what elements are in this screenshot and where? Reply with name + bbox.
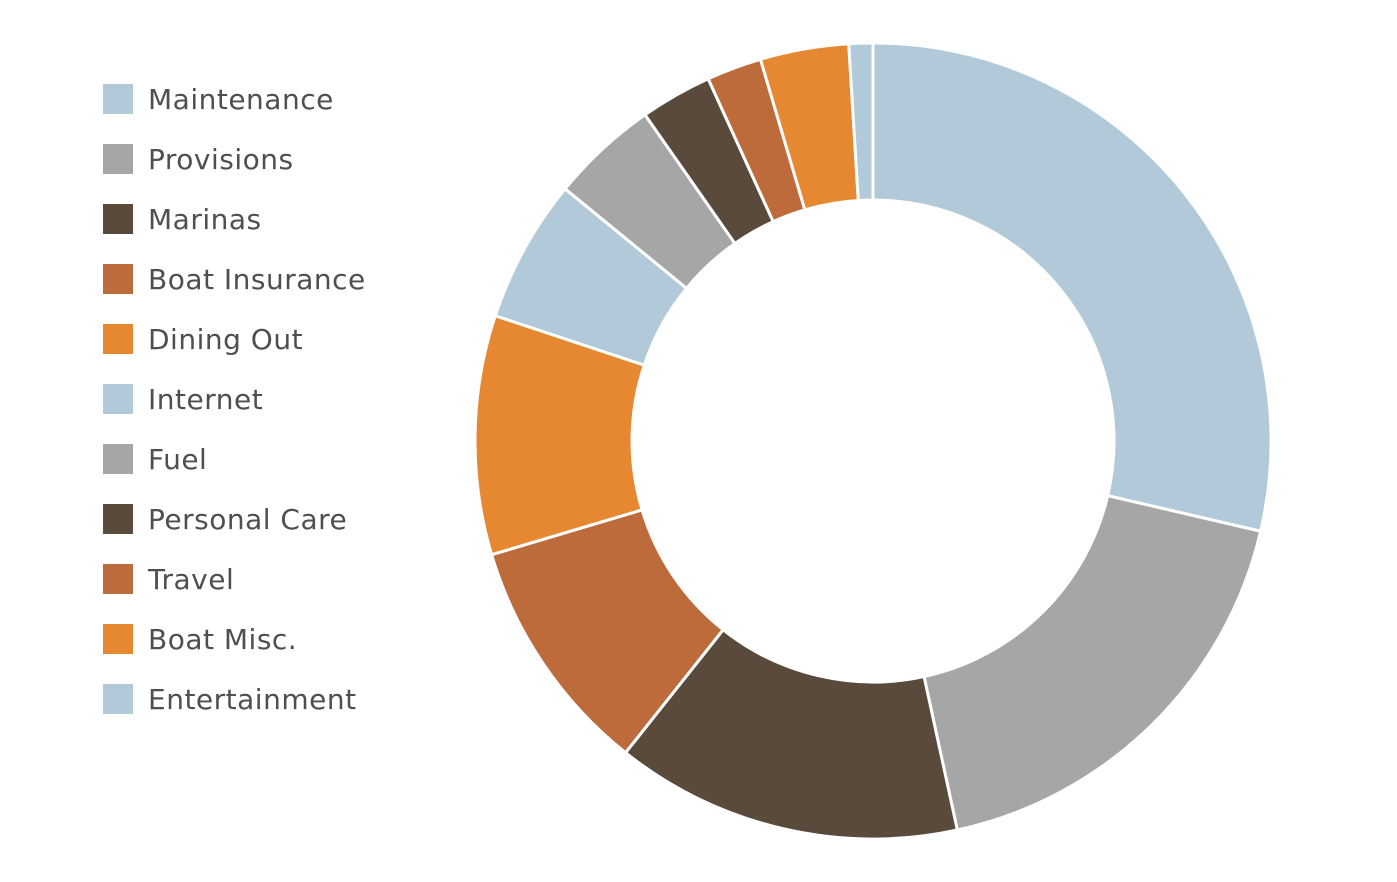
legend-label: Maintenance (148, 82, 334, 116)
legend-swatch (103, 384, 133, 414)
legend-label: Personal Care (148, 502, 348, 536)
donut-slice-entertainment (847, 41, 875, 202)
legend-label: Provisions (148, 142, 294, 176)
legend-label: Travel (148, 562, 235, 596)
legend-swatch (103, 144, 133, 174)
legend-swatch (103, 444, 133, 474)
legend-item: Fuel (103, 442, 208, 476)
legend-item: Marinas (103, 202, 262, 236)
donut-slice-maintenance (871, 41, 1273, 533)
legend-label: Boat Insurance (148, 262, 366, 296)
legend-label: Entertainment (148, 682, 357, 716)
legend-item: Dining Out (103, 322, 304, 356)
legend-swatch (103, 684, 133, 714)
donut-slice-marinas (624, 628, 959, 841)
legend-swatch (103, 624, 133, 654)
legend-label: Marinas (148, 202, 262, 236)
legend-label: Boat Misc. (148, 622, 298, 656)
legend-label: Internet (148, 382, 264, 416)
legend-swatch (103, 264, 133, 294)
legend-item: Maintenance (103, 82, 334, 116)
legend-swatch (103, 564, 133, 594)
legend-item: Boat Insurance (103, 262, 366, 296)
legend-label: Dining Out (148, 322, 304, 356)
legend-swatch (103, 504, 133, 534)
legend-item: Entertainment (103, 682, 357, 716)
legend-label: Fuel (148, 442, 208, 476)
legend-item: Boat Misc. (103, 622, 298, 656)
legend-item: Internet (103, 382, 264, 416)
legend-swatch (103, 84, 133, 114)
legend-swatch (103, 204, 133, 234)
legend-item: Provisions (103, 142, 294, 176)
legend-item: Personal Care (103, 502, 348, 536)
legend-item: Travel (103, 562, 235, 596)
legend-swatch (103, 324, 133, 354)
donut-slice-provisions (922, 494, 1263, 832)
